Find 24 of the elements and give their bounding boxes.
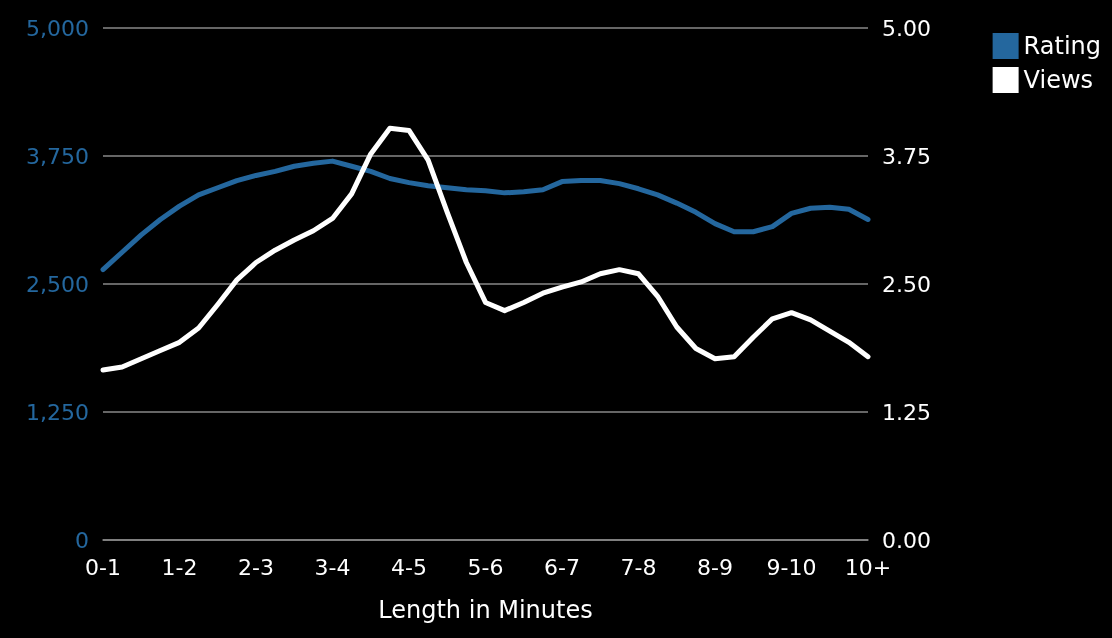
y-tick-label: 2,500 bbox=[26, 271, 89, 297]
y2-tick-label: 0.00 bbox=[882, 527, 931, 553]
y-tick-label: 1,250 bbox=[26, 399, 89, 425]
x-tick-label: 5-6 bbox=[467, 554, 504, 580]
x-tick-label: 7-8 bbox=[620, 554, 657, 580]
x-tick-label: 1-2 bbox=[161, 554, 198, 580]
y2-tick-label: 3.75 bbox=[882, 143, 931, 169]
y-tick-label: 3,750 bbox=[26, 143, 89, 169]
x-tick-label: 3-4 bbox=[314, 554, 351, 580]
y2-tick-label: 5.00 bbox=[882, 15, 931, 41]
x-tick-label: 2-3 bbox=[238, 554, 274, 580]
x-tick-label: 0-1 bbox=[85, 554, 121, 580]
legend-label: Views bbox=[1023, 66, 1094, 94]
x-tick-label: 10+ bbox=[844, 554, 892, 580]
x-tick-label: 8-9 bbox=[697, 554, 733, 580]
y-tick-label: 0 bbox=[75, 527, 89, 553]
x-tick-label: 9-10 bbox=[766, 554, 817, 580]
y2-tick-label: 1.25 bbox=[882, 399, 931, 425]
x-axis-title: Length in Minutes bbox=[378, 596, 593, 624]
y-tick-label: 5,000 bbox=[26, 15, 89, 41]
legend-label: Rating bbox=[1023, 32, 1102, 60]
x-tick-label: 6-7 bbox=[544, 554, 580, 580]
y2-tick-label: 2.50 bbox=[882, 271, 931, 297]
x-tick-label: 4-5 bbox=[391, 554, 427, 580]
